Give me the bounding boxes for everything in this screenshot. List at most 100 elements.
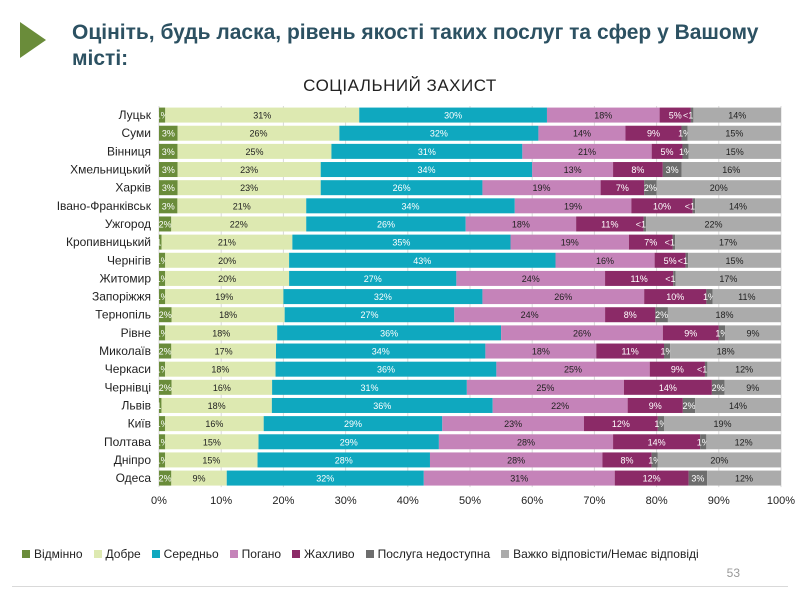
data-label: 26% (554, 292, 572, 302)
legend-swatch (292, 550, 301, 558)
data-label: 23% (240, 165, 258, 175)
legend-swatch (151, 550, 160, 558)
bar-segment (177, 180, 321, 196)
bar-segment (623, 379, 712, 395)
bar-segment (672, 234, 676, 250)
bar-segment (685, 252, 689, 268)
data-label: 22% (705, 219, 723, 229)
bar-segment (275, 361, 497, 377)
data-label: 5% (661, 147, 674, 157)
data-label: <1% (678, 256, 696, 266)
bar-segment (681, 125, 688, 141)
category-label: Суми (122, 126, 151, 140)
data-label: 20% (218, 274, 236, 284)
category-label: Хмельницький (70, 163, 151, 177)
data-label: 11% (738, 292, 755, 302)
data-label: <1% (636, 219, 654, 229)
data-label: 19% (713, 419, 731, 429)
bar-segment (663, 343, 671, 359)
bar-segment (583, 416, 658, 432)
data-label: 14% (729, 401, 747, 411)
legend-label: Погано (241, 547, 282, 561)
bar-segment (165, 325, 278, 341)
data-label: 3% (666, 165, 679, 175)
data-label: 12% (643, 474, 661, 484)
bar-segment (165, 416, 264, 432)
data-label: 2% (712, 383, 725, 393)
bar-segment (711, 379, 725, 395)
data-label: 15% (726, 147, 744, 157)
data-label: 2% (682, 401, 695, 411)
bar-segment (546, 107, 660, 123)
bar-segment (159, 434, 166, 450)
bar-segment (159, 307, 172, 323)
bar-segment (159, 107, 166, 123)
data-label: 8% (621, 455, 634, 465)
data-label: 9% (193, 474, 206, 484)
bar-segment (159, 343, 172, 359)
bar-segment (501, 325, 663, 341)
data-label: 2% (655, 310, 668, 320)
bar-segment (177, 125, 340, 141)
data-label: 3% (162, 183, 175, 193)
bar-segment (522, 143, 652, 159)
bar-segment (171, 379, 273, 395)
bar-segment (482, 289, 645, 305)
bar-segment (651, 452, 658, 468)
data-label: 29% (340, 437, 358, 447)
data-label: 15% (725, 129, 743, 139)
data-label: 7% (644, 238, 657, 248)
category-label: Івано-Франківськ (57, 199, 152, 213)
bar-segment (492, 397, 628, 413)
bar-segment (662, 325, 719, 341)
data-label: <1% (685, 201, 703, 211)
bar-segment (438, 434, 614, 450)
bar-segment (602, 452, 652, 468)
legend-swatch (93, 550, 102, 558)
data-label: 35% (392, 238, 410, 248)
bar-segment (663, 416, 781, 432)
data-label: 8% (624, 310, 637, 320)
category-label: Дніпро (114, 453, 152, 467)
data-label: 1% (156, 256, 169, 266)
data-label: 11% (630, 274, 647, 284)
bar-segment (320, 162, 533, 178)
bar-segment (538, 125, 626, 141)
bar-segment (673, 270, 676, 286)
bar-segment (159, 416, 166, 432)
bar-segment (159, 198, 178, 214)
category-label: Луцьк (119, 108, 152, 122)
bar-segment (161, 234, 293, 250)
legend-item: Послуга недоступна (365, 547, 490, 561)
legend-swatch (22, 550, 30, 558)
data-label: 31% (360, 383, 378, 393)
legend-swatch (229, 550, 238, 558)
data-label: 19% (215, 292, 233, 302)
data-label: 11% (601, 219, 618, 229)
bar-segment (165, 434, 259, 450)
data-label: 16% (205, 419, 223, 429)
data-label: 9% (747, 328, 760, 338)
data-label: 25% (536, 383, 554, 393)
category-label: Черкаси (105, 362, 151, 376)
bar-segment (165, 361, 276, 377)
data-label: 36% (373, 401, 391, 411)
data-label: 1% (697, 437, 710, 447)
bar-segment (161, 397, 272, 413)
data-label: 31% (418, 147, 436, 157)
x-tick-label: 60% (521, 495, 543, 507)
bar-segment (159, 470, 172, 486)
bar-segment (659, 107, 691, 123)
data-label: 1% (156, 455, 169, 465)
footer-divider (12, 586, 788, 587)
data-label: 1% (156, 111, 169, 121)
bar-segment (724, 379, 781, 395)
bar-segment (306, 216, 466, 232)
bar-segment (712, 289, 781, 305)
data-label: 14% (729, 201, 747, 211)
bar-segment (596, 343, 664, 359)
bar-segment (165, 107, 360, 123)
bar-segment (442, 416, 584, 432)
data-label: 28% (517, 437, 535, 447)
